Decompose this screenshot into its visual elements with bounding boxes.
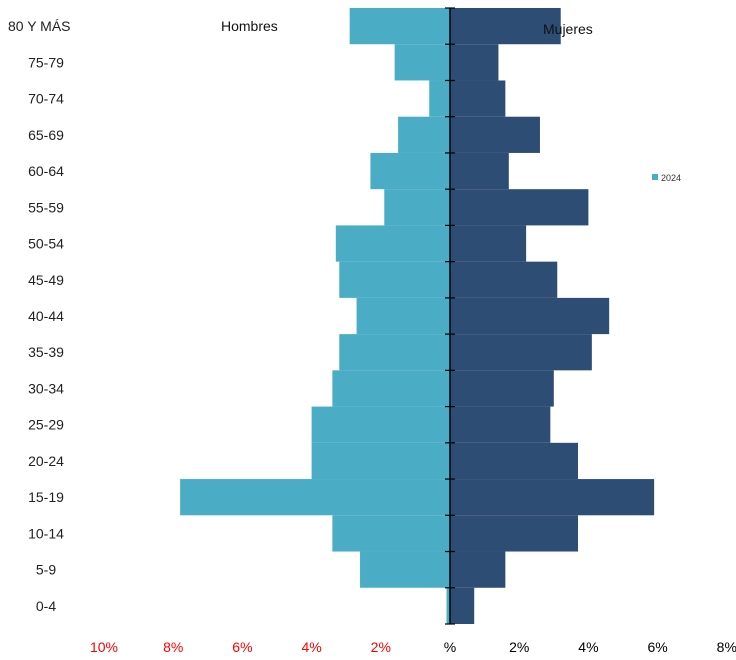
category-label: 50-54 bbox=[28, 236, 64, 252]
bar-mujeres-75-79 bbox=[450, 44, 499, 81]
bars-hombres bbox=[180, 8, 450, 624]
category-labels: 0-4 5-9 10-14 15-19 20-24 25-29 30-34 35-39 40-4… bbox=[8, 18, 71, 614]
bar-mujeres-0-4 bbox=[450, 587, 475, 624]
category-label: 25-29 bbox=[28, 417, 64, 433]
bar-hombres-15-19 bbox=[180, 479, 450, 516]
bars-mujeres bbox=[450, 8, 655, 624]
x-tick-label: 4% bbox=[301, 639, 321, 655]
bar-mujeres-15-19 bbox=[450, 479, 655, 516]
bar-mujeres-55-59 bbox=[450, 189, 589, 226]
category-label: 55-59 bbox=[28, 199, 64, 215]
bar-mujeres-30-34 bbox=[450, 370, 554, 407]
x-tick-label: 10% bbox=[90, 639, 118, 655]
bar-hombres-30-34 bbox=[332, 370, 450, 407]
legend-swatch bbox=[652, 174, 658, 180]
bar-hombres-55-59 bbox=[384, 189, 450, 226]
group-label-mujeres: Mujeres bbox=[543, 21, 593, 37]
bar-hombres-60-64 bbox=[370, 152, 450, 190]
bar-hombres-25-29 bbox=[311, 406, 450, 443]
bar-hombres-40-44 bbox=[356, 297, 450, 335]
category-label: 40-44 bbox=[28, 308, 64, 324]
category-label: 70-74 bbox=[28, 91, 64, 107]
bar-hombres-65-69 bbox=[398, 116, 450, 153]
bar-mujeres-5-9 bbox=[450, 551, 506, 588]
bar-mujeres-35-39 bbox=[450, 334, 592, 371]
x-tick-label: 6% bbox=[232, 639, 252, 655]
group-label-hombres: Hombres bbox=[221, 18, 278, 34]
x-tick-label: 6% bbox=[647, 639, 667, 655]
bar-hombres-5-9 bbox=[360, 551, 450, 588]
category-label: 5-9 bbox=[36, 562, 56, 578]
bar-mujeres-65-69 bbox=[450, 116, 540, 153]
bar-hombres-70-74 bbox=[429, 80, 450, 117]
bar-hombres-0-4 bbox=[446, 587, 450, 624]
bar-mujeres-20-24 bbox=[450, 442, 579, 480]
bar-mujeres-60-64 bbox=[450, 152, 509, 190]
category-label: 20-24 bbox=[28, 453, 64, 469]
category-label: 10-14 bbox=[28, 525, 64, 541]
bar-mujeres-80-y-más bbox=[450, 8, 561, 45]
center-axis bbox=[445, 7, 455, 625]
category-label: 65-69 bbox=[28, 127, 64, 143]
category-label: 45-49 bbox=[28, 272, 64, 288]
bar-mujeres-40-44 bbox=[450, 297, 610, 335]
category-label: 30-34 bbox=[28, 380, 64, 396]
bar-hombres-20-24 bbox=[311, 442, 450, 480]
x-tick-label: % bbox=[444, 639, 456, 655]
bar-mujeres-25-29 bbox=[450, 406, 551, 443]
legend-label: 2024 bbox=[661, 173, 681, 183]
category-label: 80 Y MÁS bbox=[8, 18, 71, 34]
category-label: 15-19 bbox=[28, 489, 64, 505]
legend: 2024 bbox=[652, 173, 681, 183]
bar-hombres-10-14 bbox=[332, 515, 450, 552]
x-tick-label: 8% bbox=[163, 639, 183, 655]
category-label: 35-39 bbox=[28, 344, 64, 360]
bar-hombres-50-54 bbox=[335, 225, 450, 262]
bar-hombres-35-39 bbox=[339, 334, 450, 371]
bar-hombres-75-79 bbox=[394, 44, 450, 81]
bar-hombres-45-49 bbox=[339, 261, 450, 298]
x-tick-labels: 10% 8% 6% 4% 2%% 2% 4% 6% 8% bbox=[90, 639, 736, 655]
category-label: 75-79 bbox=[28, 54, 64, 70]
bar-mujeres-50-54 bbox=[450, 225, 527, 262]
bar-hombres-80-y-más bbox=[349, 8, 450, 45]
x-tick-label: 8% bbox=[717, 639, 736, 655]
x-tick-label: 2% bbox=[509, 639, 529, 655]
category-label: 60-64 bbox=[28, 163, 64, 179]
x-tick-label: 4% bbox=[578, 639, 598, 655]
bar-mujeres-70-74 bbox=[450, 80, 506, 117]
x-tick-label: 2% bbox=[371, 639, 391, 655]
bar-mujeres-10-14 bbox=[450, 515, 579, 552]
bar-mujeres-45-49 bbox=[450, 261, 558, 298]
category-label: 0-4 bbox=[36, 598, 56, 614]
